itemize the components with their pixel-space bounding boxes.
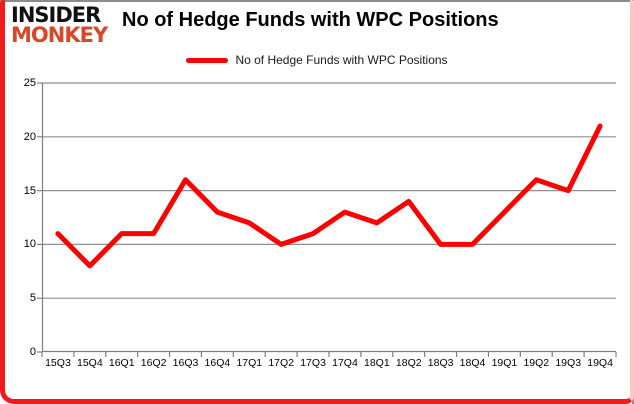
y-axis-labels: 0 5 10 15 20 25 — [0, 0, 36, 404]
x-tick-label-19Q3: 19Q3 — [555, 357, 582, 369]
x-tick-label-19Q4: 19Q4 — [587, 357, 613, 369]
x-tick-label-16Q3: 16Q3 — [172, 357, 199, 369]
x-tick-label-16Q4: 16Q4 — [204, 357, 231, 369]
legend-label: No of Hedge Funds with WPC Positions — [235, 53, 448, 67]
legend: No of Hedge Funds with WPC Positions — [0, 53, 634, 67]
y-tick-label-25: 25 — [23, 77, 36, 89]
x-tick-label-18Q2: 18Q2 — [395, 357, 422, 369]
x-tick-label-19Q2: 19Q2 — [523, 357, 550, 369]
y-tick-label-15: 15 — [23, 184, 36, 197]
series-line — [55, 123, 603, 269]
x-tick-label-17Q2: 17Q2 — [268, 357, 295, 369]
y-tick-label-20: 20 — [23, 130, 36, 143]
x-tick-label-17Q4: 17Q4 — [332, 357, 358, 369]
y-tick-label-0: 0 — [29, 346, 36, 358]
x-tick-label-17Q3: 17Q3 — [300, 357, 326, 369]
x-tick-label-15Q3: 15Q3 — [45, 357, 71, 369]
x-tick-label-15Q4: 15Q4 — [76, 357, 103, 369]
y-tick-label-5: 5 — [29, 292, 36, 305]
x-tick-label-16Q2: 16Q2 — [140, 357, 167, 369]
x-tick-label-19Q1: 19Q1 — [491, 357, 518, 369]
logo-line-monkey: MONKEY — [11, 22, 108, 47]
x-tick-label-18Q1: 18Q1 — [364, 357, 390, 369]
x-axis-labels: 15Q3 15Q4 16Q1 16Q2 16Q3 16Q4 17Q1 17Q2 17Q3 17Q4… — [42, 357, 616, 369]
y-tick-label-10: 10 — [23, 238, 36, 251]
chart-title: No of Hedge Funds with WPC Positions — [122, 9, 499, 31]
legend-line-swatch — [186, 57, 229, 63]
x-tick-label-18Q3: 18Q3 — [427, 357, 454, 369]
insider-monkey-logo: INSIDER MONKEY — [11, 3, 108, 47]
logo-line-insider: INSIDER — [11, 3, 101, 27]
x-tick-label-16Q1: 16Q1 — [108, 357, 135, 369]
x-tick-label-18Q4: 18Q4 — [459, 357, 486, 369]
plot-area — [37, 82, 617, 357]
x-tick-label-17Q1: 17Q1 — [236, 357, 263, 369]
